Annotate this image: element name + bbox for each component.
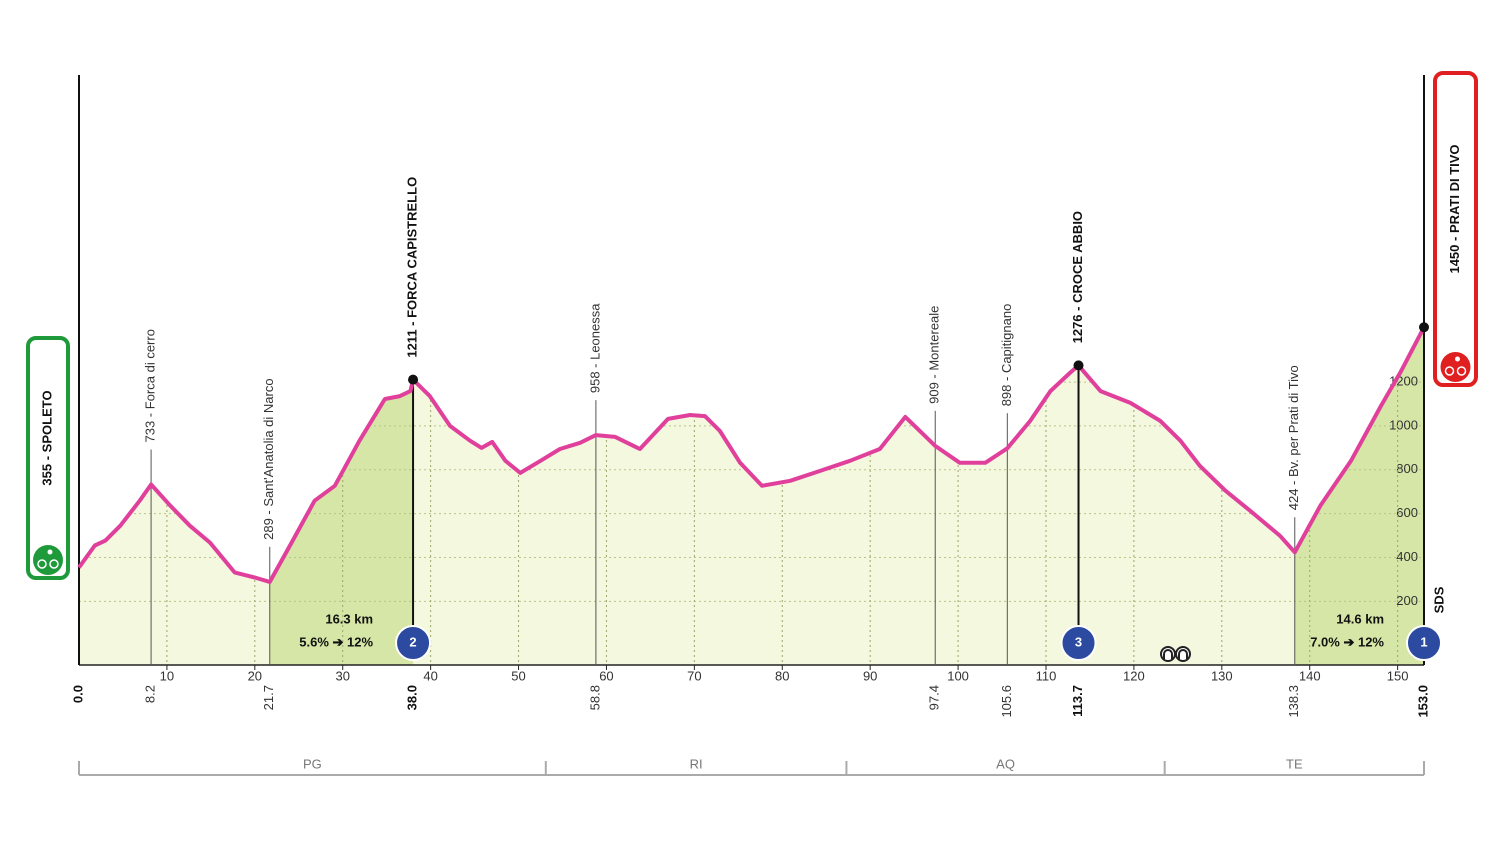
x-tick-label: 10 bbox=[160, 668, 174, 683]
km-label: 0.0 bbox=[70, 685, 85, 703]
category-number: 1 bbox=[1420, 634, 1427, 649]
x-tick-label: 50 bbox=[511, 668, 525, 683]
waypoint-label: 289 - Sant'Anatolia di Narco bbox=[261, 378, 276, 539]
summit-dot bbox=[1073, 360, 1084, 371]
category-badge bbox=[395, 625, 432, 661]
km-label: 113.7 bbox=[1070, 685, 1085, 717]
logo: SDS bbox=[1431, 586, 1446, 613]
y-tick-label: 800 bbox=[1396, 461, 1418, 476]
km-label: 97.4 bbox=[927, 685, 942, 710]
finish-box bbox=[1433, 71, 1478, 387]
waypoint-label: 909 - Montereale bbox=[927, 306, 942, 404]
tunnel-icon bbox=[1163, 649, 1173, 659]
finish-icon bbox=[1455, 356, 1460, 362]
y-tick-label: 400 bbox=[1396, 549, 1418, 564]
profile-line bbox=[77, 326, 1426, 584]
km-label: 58.8 bbox=[587, 685, 602, 710]
x-tick-label: 80 bbox=[775, 668, 789, 683]
profile-area bbox=[79, 327, 1424, 665]
start-icon bbox=[37, 559, 47, 569]
start-icon bbox=[47, 549, 53, 555]
waypoint-label: 424 - Bv. per Prati di Tivo bbox=[1286, 365, 1301, 510]
climb-length: 16.3 km bbox=[325, 611, 373, 626]
start-icon bbox=[49, 559, 59, 569]
x-tick-label: 70 bbox=[687, 668, 701, 683]
km-label: 38.0 bbox=[404, 685, 419, 710]
category-badge bbox=[1406, 625, 1442, 661]
start-icon bbox=[33, 545, 63, 575]
x-tick-label: 30 bbox=[335, 668, 349, 683]
y-tick-label: 200 bbox=[1396, 593, 1418, 608]
category-number: 3 bbox=[1075, 634, 1082, 649]
climb-length: 14.6 km bbox=[1336, 611, 1384, 626]
x-tick-label: 130 bbox=[1211, 668, 1233, 683]
km-label: 8.2 bbox=[143, 685, 158, 703]
finish-label: 1450 - PRATI DI TIVO bbox=[1447, 144, 1462, 273]
x-tick-label: 110 bbox=[1036, 668, 1057, 683]
waypoint-label: 733 - Forca di cerro bbox=[143, 329, 158, 442]
category-number: 2 bbox=[409, 634, 416, 649]
finish-icon bbox=[1440, 352, 1471, 382]
finish-icon bbox=[1456, 366, 1467, 376]
x-tick-label: 40 bbox=[423, 668, 437, 683]
km-label: 153.0 bbox=[1415, 685, 1430, 718]
x-tick-label: 90 bbox=[863, 668, 877, 683]
climb-gradient: 7.0% ➔ 12% bbox=[1310, 634, 1384, 649]
x-tick-label: 100 bbox=[947, 668, 969, 683]
x-tick-label: 60 bbox=[599, 668, 613, 683]
climb-area bbox=[269, 327, 414, 665]
km-label: 21.7 bbox=[261, 685, 276, 710]
climb-area bbox=[1294, 327, 1424, 665]
finish-dot bbox=[1419, 322, 1429, 333]
y-tick-label: 600 bbox=[1396, 505, 1418, 520]
region-label: RI bbox=[690, 756, 703, 771]
y-tick-label: 1000 bbox=[1389, 417, 1418, 432]
waypoint-label: 958 - Leonessa bbox=[587, 303, 602, 393]
x-tick-label: 150 bbox=[1387, 668, 1409, 683]
waypoint-label: 1211 - FORCA CAPISTRELLO bbox=[404, 177, 419, 358]
start-label: 355 - SPOLETO bbox=[39, 390, 54, 485]
km-label: 138.3 bbox=[1286, 685, 1301, 718]
region-label: AQ bbox=[996, 756, 1015, 771]
x-tick-label: 20 bbox=[248, 668, 262, 683]
climb-gradient: 5.6% ➔ 12% bbox=[299, 634, 373, 649]
category-badge bbox=[1060, 625, 1097, 661]
tunnel-icon bbox=[1178, 649, 1188, 659]
waypoint-label: 1276 - CROCE ABBIO bbox=[1070, 211, 1085, 343]
summit-dot bbox=[408, 374, 419, 385]
start-box bbox=[26, 336, 70, 580]
x-tick-label: 140 bbox=[1299, 668, 1321, 683]
x-tick-label: 120 bbox=[1123, 668, 1145, 683]
km-label: 105.6 bbox=[999, 685, 1014, 718]
waypoint-label: 898 - Capitignano bbox=[999, 304, 1014, 407]
region-label: PG bbox=[303, 756, 322, 771]
finish-icon bbox=[1444, 366, 1455, 376]
region-label: TE bbox=[1286, 756, 1303, 771]
